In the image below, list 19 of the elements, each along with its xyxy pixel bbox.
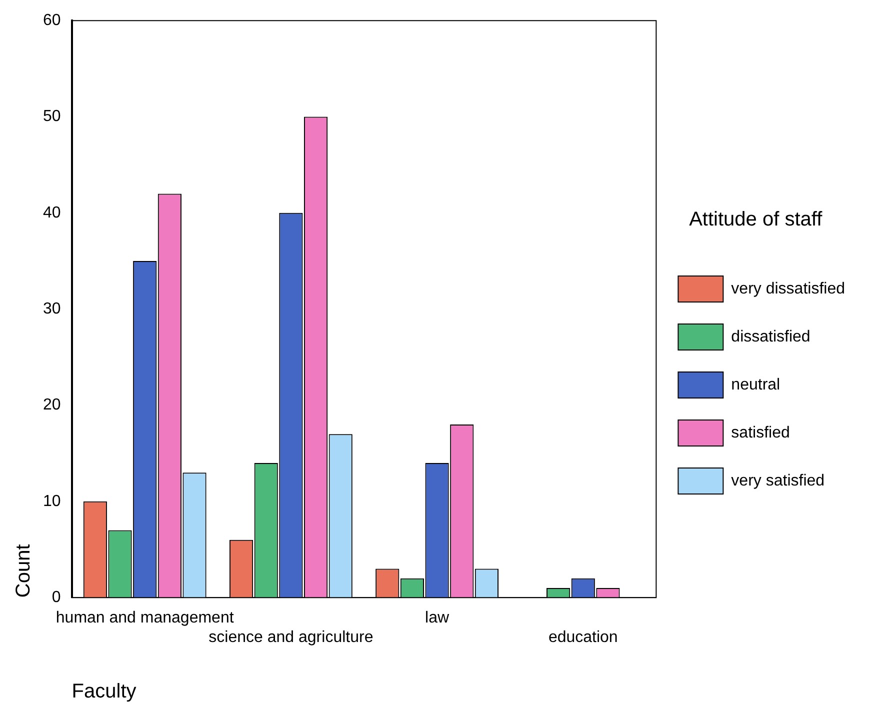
legend-label: very dissatisfied: [731, 280, 846, 298]
legend-label: neutral: [731, 376, 780, 394]
legend-title: Attitude of staff: [689, 208, 823, 231]
x-tick-label: human and management: [56, 610, 234, 627]
y-tick-label: 60: [43, 12, 61, 30]
y-axis-title: Count: [12, 544, 35, 598]
x-tick-label: law: [425, 610, 450, 627]
y-tick-label: 40: [43, 204, 61, 222]
y-tick-label: 10: [43, 492, 61, 510]
legend-label: dissatisfied: [731, 328, 810, 346]
legend-label: very satisfied: [731, 472, 825, 490]
y-tick-label: 30: [43, 300, 61, 318]
x-axis-title: Faculty: [72, 680, 136, 703]
y-tick-label: 20: [43, 396, 61, 414]
y-tick-label: 0: [52, 589, 61, 606]
legend-label: satisfied: [731, 424, 790, 442]
y-tick-label: 50: [43, 108, 61, 126]
x-tick-label: science and agriculture: [208, 628, 374, 646]
x-tick-label: education: [548, 628, 618, 646]
